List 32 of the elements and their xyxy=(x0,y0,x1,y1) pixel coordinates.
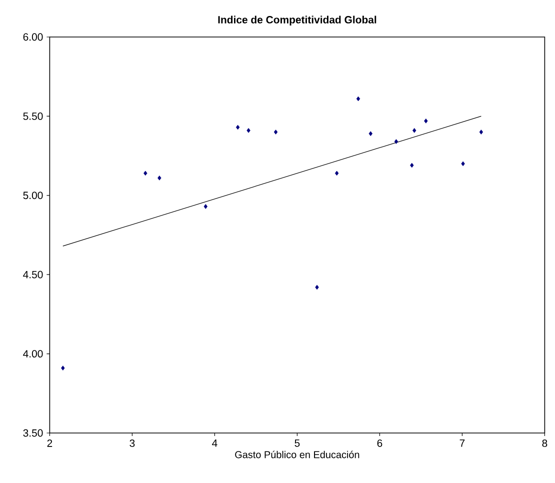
y-tick-label: 5.00 xyxy=(23,192,43,200)
x-tick-label: 6 xyxy=(377,440,382,447)
point xyxy=(424,118,428,124)
point xyxy=(479,130,484,134)
y-tick-label: 4.50 xyxy=(23,270,43,278)
point xyxy=(274,130,278,134)
point xyxy=(334,170,339,176)
point xyxy=(315,284,319,290)
point xyxy=(410,162,414,168)
x-tick-label: 3 xyxy=(130,440,135,447)
point xyxy=(158,176,162,180)
x-tick-label: 4 xyxy=(212,440,218,447)
chart-title: Indice de Competitividad Global xyxy=(218,16,376,26)
y-tick-label: 6.00 xyxy=(23,33,43,41)
point xyxy=(246,128,250,133)
y-tick-label: 3.50 xyxy=(23,429,43,437)
y-tick-label: 4.00 xyxy=(23,350,43,358)
point xyxy=(394,139,398,144)
point xyxy=(236,124,240,130)
x-tick-label: 5 xyxy=(294,440,300,447)
point xyxy=(368,131,372,136)
y-tick-label: 5.50 xyxy=(23,112,43,120)
point xyxy=(412,128,416,133)
point xyxy=(461,161,465,166)
x-tick-label: 7 xyxy=(460,440,465,447)
x-axis-title: Gasto Público en Educación xyxy=(235,450,360,458)
point xyxy=(204,204,208,209)
point xyxy=(144,170,148,176)
point xyxy=(356,96,360,102)
x-tick-label: 2 xyxy=(47,440,52,447)
x-tick-label: 8 xyxy=(542,440,548,447)
point xyxy=(61,366,65,370)
